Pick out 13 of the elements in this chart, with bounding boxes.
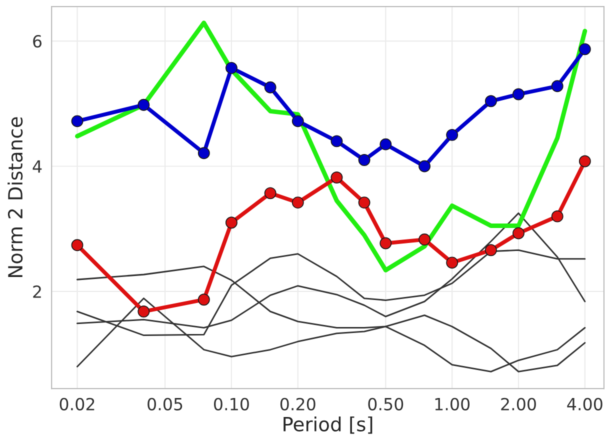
x-tick-label: 0.02 [60,398,94,410]
y-tick-label: 2 [33,285,41,298]
y-tick-label: 6 [33,34,42,48]
y-axis-title: Norm 2 Distance [8,117,23,278]
x-tick-label: 0.20 [280,398,316,410]
x-tick-label: 2.00 [501,398,536,410]
y-tick-label: 4 [32,160,42,173]
x-tick-label: 0.50 [368,398,404,410]
x-tick-label: 4.00 [567,398,602,410]
x-tick-label: 1.00 [435,398,470,410]
x-tick-label: 0.10 [214,398,249,410]
x-tick-label: 0.05 [148,398,182,410]
x-axis-title: Period [s] [284,416,372,434]
